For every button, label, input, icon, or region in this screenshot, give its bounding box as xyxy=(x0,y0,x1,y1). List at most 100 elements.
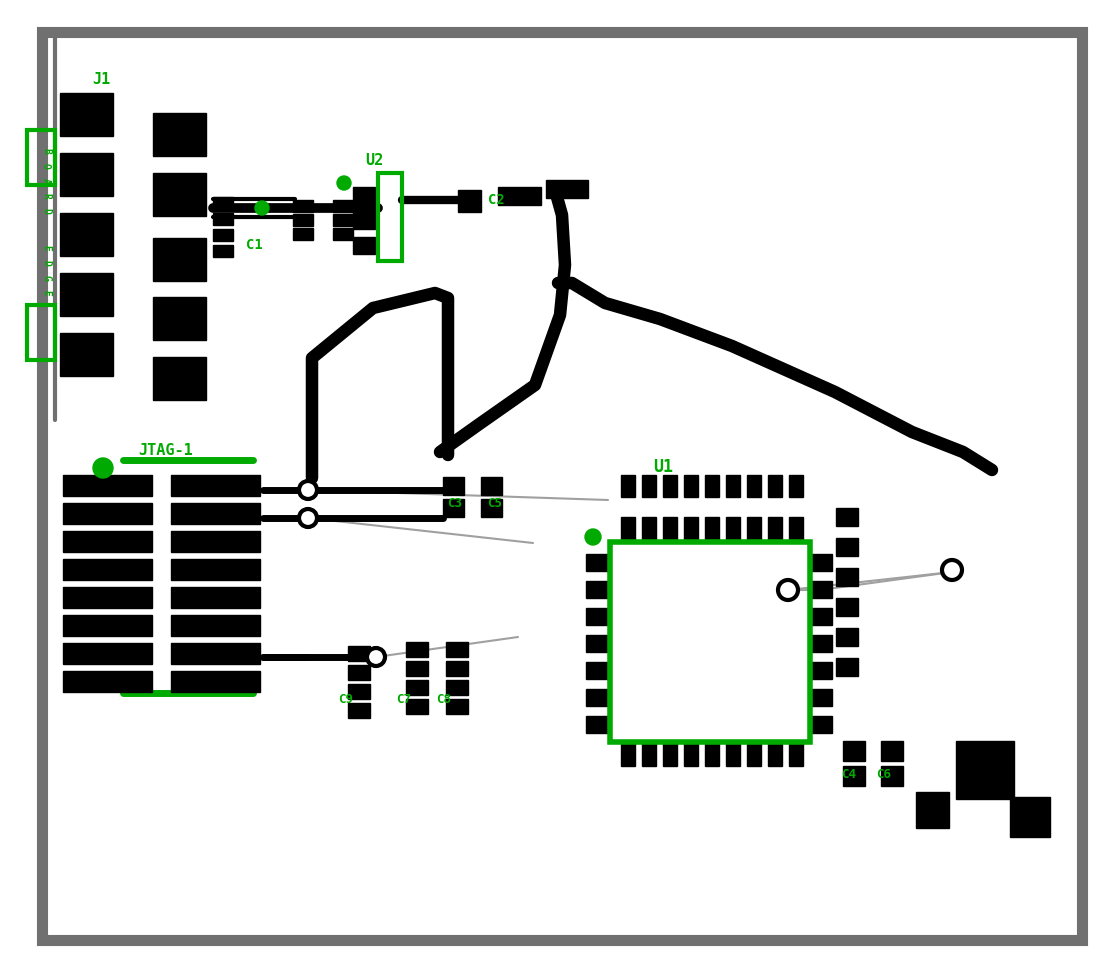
Circle shape xyxy=(255,201,269,215)
Bar xyxy=(446,680,468,695)
Bar xyxy=(810,689,832,706)
Bar xyxy=(60,273,113,316)
Bar xyxy=(406,680,428,695)
Bar xyxy=(726,517,740,540)
Bar xyxy=(171,587,260,608)
Bar xyxy=(293,228,313,240)
Circle shape xyxy=(586,529,601,545)
Bar xyxy=(353,237,375,254)
Bar xyxy=(442,477,464,495)
Bar xyxy=(684,475,698,497)
Bar xyxy=(63,643,152,664)
Circle shape xyxy=(942,560,962,580)
Bar xyxy=(153,113,206,156)
Bar xyxy=(642,743,657,766)
Bar xyxy=(406,699,428,714)
Bar xyxy=(586,608,608,625)
Bar xyxy=(213,229,233,241)
Bar xyxy=(610,542,810,742)
Bar xyxy=(406,642,428,657)
Bar xyxy=(788,517,803,540)
Bar xyxy=(293,200,313,212)
Bar xyxy=(586,554,608,571)
Bar xyxy=(642,475,657,497)
Text: C7: C7 xyxy=(396,693,411,706)
Bar xyxy=(836,658,858,676)
Bar xyxy=(788,475,803,497)
Bar xyxy=(333,214,353,226)
Bar xyxy=(836,568,858,586)
Bar xyxy=(293,214,313,226)
Bar xyxy=(63,615,152,636)
Text: C3: C3 xyxy=(447,497,462,510)
Bar xyxy=(621,743,635,766)
Circle shape xyxy=(299,509,317,527)
Text: JTAG-1: JTAG-1 xyxy=(138,443,193,458)
Bar xyxy=(546,180,588,198)
Bar xyxy=(916,792,949,828)
Bar xyxy=(843,766,865,786)
Bar xyxy=(60,93,113,136)
Bar xyxy=(63,531,152,552)
Bar xyxy=(333,200,353,212)
Bar xyxy=(353,187,375,204)
Bar xyxy=(213,197,233,209)
Bar xyxy=(171,559,260,580)
Bar xyxy=(498,187,541,205)
Bar xyxy=(63,503,152,524)
Circle shape xyxy=(367,648,385,666)
Text: C1: C1 xyxy=(246,238,263,252)
Bar xyxy=(956,741,1014,799)
Bar xyxy=(446,661,468,676)
Bar xyxy=(481,477,502,495)
Circle shape xyxy=(93,458,113,478)
Text: D: D xyxy=(41,208,51,213)
Bar xyxy=(810,716,832,733)
Text: B: B xyxy=(41,148,51,154)
Circle shape xyxy=(299,481,317,499)
Bar xyxy=(769,517,782,540)
Bar xyxy=(60,213,113,256)
Bar xyxy=(586,635,608,652)
Bar xyxy=(60,333,113,376)
Bar xyxy=(726,475,740,497)
Bar xyxy=(213,213,233,225)
Text: J1: J1 xyxy=(92,72,110,87)
Bar xyxy=(586,581,608,598)
Text: O: O xyxy=(41,163,51,169)
Text: C4: C4 xyxy=(841,768,856,781)
Bar xyxy=(171,615,260,636)
Bar xyxy=(171,503,260,524)
Bar xyxy=(333,228,353,240)
Bar xyxy=(747,517,761,540)
Bar xyxy=(843,741,865,761)
Bar xyxy=(881,766,903,786)
Bar xyxy=(810,635,832,652)
Bar xyxy=(27,130,55,185)
Text: C6: C6 xyxy=(876,768,891,781)
Bar xyxy=(747,743,761,766)
Bar xyxy=(586,716,608,733)
Bar xyxy=(442,499,464,517)
Bar xyxy=(60,153,113,196)
Bar xyxy=(171,643,260,664)
Bar xyxy=(63,671,152,692)
Bar xyxy=(810,554,832,571)
Bar xyxy=(705,475,719,497)
Bar xyxy=(458,190,481,212)
Bar xyxy=(788,743,803,766)
Text: C5: C5 xyxy=(487,497,502,510)
Bar xyxy=(481,499,502,517)
Bar xyxy=(663,475,676,497)
Bar xyxy=(810,581,832,598)
Text: U2: U2 xyxy=(365,153,384,168)
Text: G: G xyxy=(41,275,51,281)
Bar xyxy=(153,238,206,281)
Text: R: R xyxy=(41,193,51,199)
Bar xyxy=(378,173,401,261)
Bar xyxy=(348,646,370,661)
Bar xyxy=(810,662,832,679)
Bar xyxy=(348,684,370,699)
Bar xyxy=(213,245,233,257)
Text: E: E xyxy=(41,290,51,296)
